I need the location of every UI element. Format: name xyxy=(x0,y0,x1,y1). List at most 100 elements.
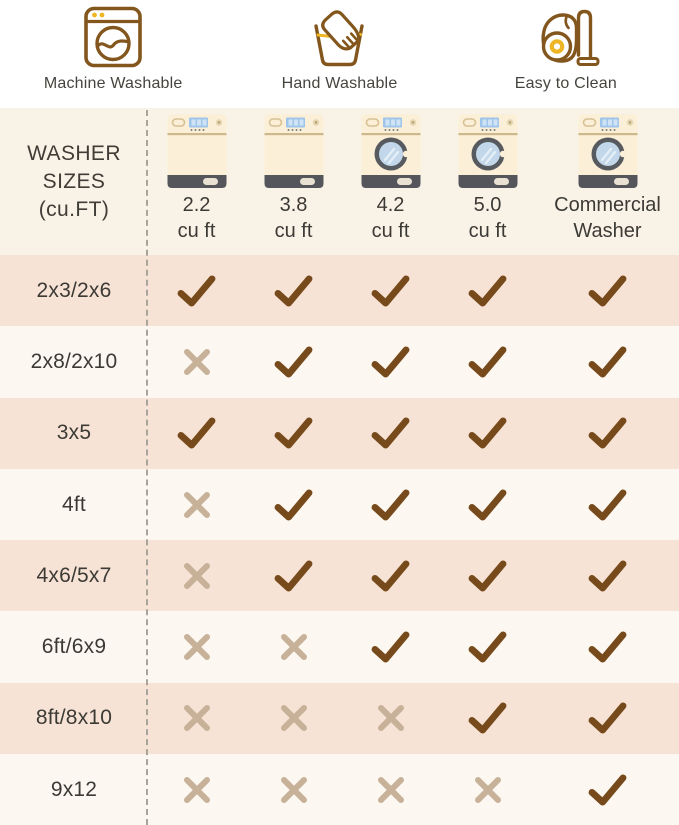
table-row: 6ft/6x9 xyxy=(0,611,679,683)
check-mark xyxy=(245,398,342,469)
x-mark-glyph xyxy=(377,776,404,803)
vacuum-icon xyxy=(532,2,600,72)
corner-header: WASHER SIZES (cu.FT) xyxy=(0,108,148,255)
check-mark-glyph xyxy=(274,346,313,378)
check-mark-glyph xyxy=(468,560,507,592)
check-mark-glyph xyxy=(588,631,627,663)
check-mark xyxy=(245,255,342,326)
rug-size-label: 2x3/2x6 xyxy=(36,278,112,302)
column-caption: 5.0 xyxy=(473,194,502,216)
check-mark-glyph xyxy=(588,560,627,592)
check-mark xyxy=(148,255,245,326)
check-mark-glyph xyxy=(371,417,410,449)
top-load-washer-icon xyxy=(264,114,323,188)
check-mark-glyph xyxy=(274,560,313,592)
legend-item: Hand Washable xyxy=(226,0,452,93)
rug-size-label: 4x6/5x7 xyxy=(36,563,112,587)
x-mark xyxy=(245,611,342,682)
legend-item: Easy to Clean xyxy=(453,0,679,93)
check-mark xyxy=(342,255,439,326)
column-caption: Washer xyxy=(573,220,642,242)
check-mark-glyph xyxy=(371,275,410,307)
front-load-washer-icon xyxy=(578,114,637,188)
column-caption: cu ft xyxy=(371,220,410,242)
check-mark xyxy=(439,398,536,469)
check-mark xyxy=(148,398,245,469)
check-mark-glyph xyxy=(274,275,313,307)
column-header-2.2-cu-ft: 2.2 cu ft xyxy=(148,108,245,255)
check-mark-glyph xyxy=(588,774,627,806)
check-mark-glyph xyxy=(468,702,507,734)
washer-icon xyxy=(361,113,421,192)
check-mark xyxy=(439,683,536,754)
check-mark-glyph xyxy=(371,631,410,663)
column-caption: cu ft xyxy=(468,220,507,242)
rug-size-label: 2x8/2x10 xyxy=(30,349,118,373)
column-caption: Commercial xyxy=(554,194,661,216)
x-mark-glyph xyxy=(280,634,307,661)
column-header-5.0-cu-ft: 5.0 cu ft xyxy=(439,108,536,255)
washer-icon xyxy=(578,113,638,192)
rug-size-label: 9x12 xyxy=(50,777,98,801)
column-header-commercial-washer: Commercial Washer xyxy=(536,108,679,255)
check-mark xyxy=(439,540,536,611)
x-mark-glyph xyxy=(183,348,210,375)
check-mark-glyph xyxy=(588,702,627,734)
x-mark xyxy=(342,683,439,754)
x-mark-glyph xyxy=(183,491,210,518)
check-mark-glyph xyxy=(588,275,627,307)
x-mark xyxy=(439,754,536,825)
check-mark-glyph xyxy=(274,417,313,449)
table-row: 2x3/2x6 xyxy=(0,255,679,327)
legend-label: Machine Washable xyxy=(43,75,183,92)
x-mark xyxy=(245,754,342,825)
table-row: 9x12 xyxy=(0,754,679,825)
check-mark-glyph xyxy=(274,489,313,521)
column-caption: cu ft xyxy=(177,220,216,242)
corner-header-line: (cu.FT) xyxy=(38,197,110,221)
rug-size-label: 8ft/8x10 xyxy=(35,706,113,730)
legend-item: Machine Washable xyxy=(0,0,226,93)
check-mark xyxy=(536,255,679,326)
hand-wash-icon xyxy=(307,2,371,72)
check-mark-glyph xyxy=(371,489,410,521)
check-mark-glyph xyxy=(468,489,507,521)
check-mark xyxy=(342,326,439,397)
x-mark xyxy=(342,754,439,825)
table-row: 4x6/5x7 xyxy=(0,540,679,612)
top-load-washer-icon xyxy=(167,114,226,188)
compatibility-table: WASHER SIZES (cu.FT) 2.2 cu ft xyxy=(0,108,679,825)
check-mark xyxy=(536,398,679,469)
check-mark xyxy=(245,326,342,397)
column-caption: 3.8 xyxy=(279,194,308,216)
check-mark xyxy=(439,611,536,682)
x-mark xyxy=(148,326,245,397)
x-mark xyxy=(148,754,245,825)
check-mark xyxy=(536,326,679,397)
washer-icon xyxy=(264,113,324,192)
x-mark xyxy=(148,683,245,754)
rug-size-label: 6ft/6x9 xyxy=(41,635,107,659)
check-mark xyxy=(536,469,679,540)
check-mark-glyph xyxy=(371,346,410,378)
table-row: 8ft/8x10 xyxy=(0,682,679,755)
table-row: 3x5 xyxy=(0,397,679,469)
x-mark-glyph xyxy=(183,634,210,661)
check-mark xyxy=(536,540,679,611)
column-caption: 4.2 xyxy=(376,194,405,216)
legend-label: Easy to Clean xyxy=(514,75,617,92)
check-mark xyxy=(439,255,536,326)
check-mark xyxy=(342,611,439,682)
check-mark-glyph xyxy=(371,560,410,592)
check-mark xyxy=(536,683,679,754)
column-caption: cu ft xyxy=(274,220,313,242)
x-mark-glyph xyxy=(377,705,404,732)
check-mark-glyph xyxy=(177,417,216,449)
check-mark xyxy=(245,540,342,611)
front-load-washer-icon xyxy=(458,114,517,188)
column-header-3.8-cu-ft: 3.8 cu ft xyxy=(245,108,342,255)
table-row: 4ft xyxy=(0,468,679,541)
check-mark xyxy=(245,469,342,540)
check-mark xyxy=(342,540,439,611)
